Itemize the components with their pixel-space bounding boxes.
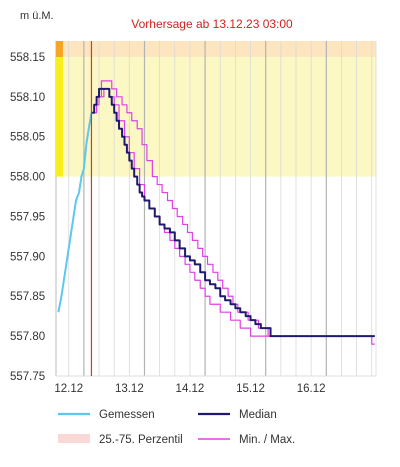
x-tick-label: 16.12 — [297, 383, 326, 395]
series-median-line — [91, 87, 375, 338]
x-tick-label: 12.12 — [54, 383, 83, 395]
x-tick-label: 14.12 — [176, 383, 205, 395]
y-tick-label: 557.95 — [10, 211, 45, 223]
warning-bands — [56, 41, 376, 177]
y-tick-label: 557.75 — [10, 371, 45, 383]
grid-lines — [55, 41, 377, 377]
series-lines — [57, 80, 375, 345]
y-tick-label: 557.85 — [10, 291, 45, 303]
legend: Gemessen Median 25.-75. Perzentil Min. / Ma… — [58, 409, 295, 446]
x-axis: 12.12 13.12 14.12 15.12 16.12 — [54, 383, 325, 395]
y-axis: 558.15 558.10 558.05 558.00 557.95 557.90 557.… — [10, 52, 45, 383]
band-yellow — [56, 56, 376, 177]
warning-level-bar — [56, 41, 63, 177]
y-tick-label: 558.05 — [10, 132, 45, 144]
level-bar-orange — [56, 41, 63, 57]
forecast-start-label: Vorhersage ab 13.12.23 03:00 — [131, 17, 293, 31]
legend-label: 25.-75. Perzentil — [99, 434, 183, 446]
level-bar-yellow — [56, 56, 63, 177]
legend-label: Min. / Max. — [239, 434, 295, 446]
y-unit-label: m ü.M. — [20, 10, 54, 22]
series-measured-line — [57, 112, 93, 313]
y-tick-label: 558.10 — [10, 92, 45, 104]
legend-label: Gemessen — [99, 409, 155, 421]
y-tick-label: 558.00 — [10, 172, 45, 184]
x-tick-label: 15.12 — [236, 383, 265, 395]
y-tick-label: 558.15 — [10, 52, 45, 64]
x-tick-label: 13.12 — [115, 383, 144, 395]
legend-swatch-percentile — [58, 434, 90, 443]
y-tick-label: 557.90 — [10, 251, 45, 263]
band-orange — [56, 41, 376, 57]
y-tick-label: 557.80 — [10, 331, 45, 343]
legend-label: Median — [239, 409, 277, 421]
